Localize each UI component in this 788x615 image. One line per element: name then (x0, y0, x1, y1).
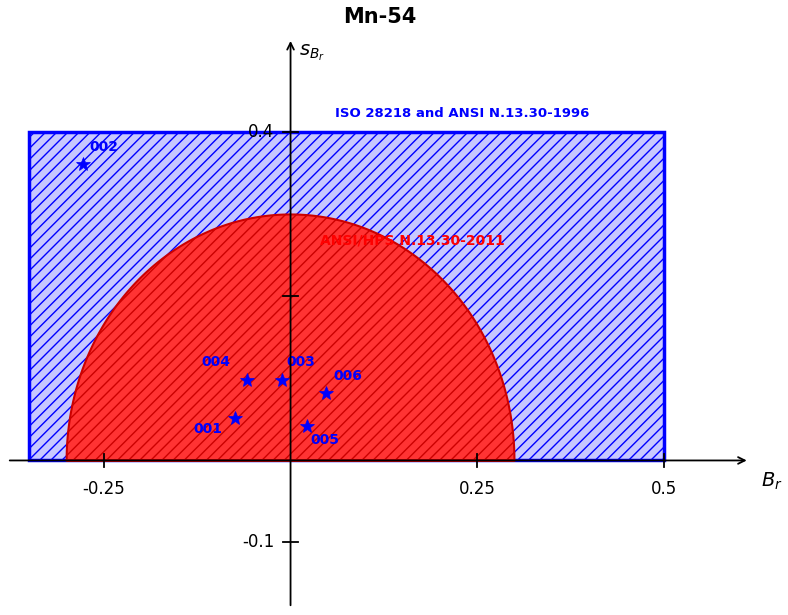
Text: 006: 006 (334, 368, 362, 383)
Text: 004: 004 (201, 355, 230, 370)
Text: $\mathit{B_r}$: $\mathit{B_r}$ (760, 470, 782, 491)
Text: -0.25: -0.25 (83, 480, 125, 498)
Text: 001: 001 (194, 422, 222, 436)
Text: ANSI/HPS N.13.30-2011: ANSI/HPS N.13.30-2011 (321, 233, 505, 247)
Polygon shape (67, 215, 515, 461)
Text: 0.4: 0.4 (248, 124, 274, 141)
Text: 002: 002 (89, 140, 118, 154)
Text: 005: 005 (310, 434, 340, 447)
Text: 0.5: 0.5 (651, 480, 677, 498)
Polygon shape (67, 215, 515, 461)
Bar (29, 132, 663, 461)
Text: -0.1: -0.1 (242, 533, 274, 552)
Text: 0.2: 0.2 (247, 287, 274, 306)
Text: 003: 003 (286, 355, 315, 370)
Text: 0.25: 0.25 (459, 480, 496, 498)
Text: ISO 28218 and ANSI N.13.30-1996: ISO 28218 and ANSI N.13.30-1996 (336, 107, 589, 120)
Text: $\mathit{s}_{\mathit{B_r}}$: $\mathit{s}_{\mathit{B_r}}$ (299, 42, 325, 63)
Title: Mn-54: Mn-54 (344, 7, 417, 27)
